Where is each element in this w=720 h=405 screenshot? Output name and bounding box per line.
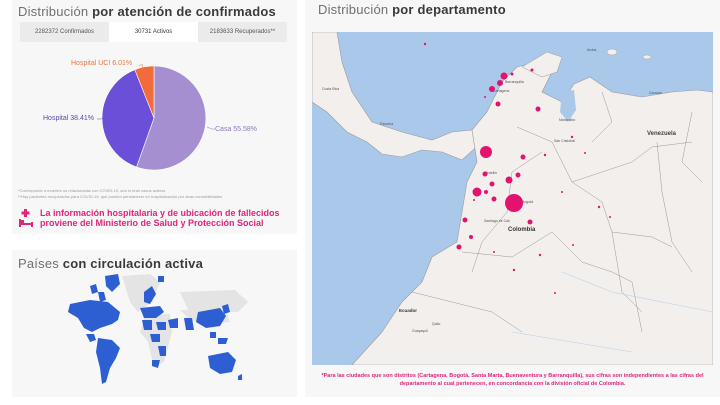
- svg-text:Maracaibo: Maracaibo: [559, 118, 575, 122]
- hospital-bed-icon: [19, 209, 33, 227]
- svg-text:Aruba: Aruba: [587, 48, 596, 52]
- svg-text:San Cristóbal: San Cristóbal: [554, 139, 575, 143]
- title-light: Distribución: [318, 2, 393, 17]
- colombia-map[interactable]: Venezuela Colombia Ecuador Medellín Bogo…: [312, 32, 713, 365]
- slice-hospital[interactable]: [101, 69, 155, 168]
- svg-text:Santiago de Cali: Santiago de Cali: [484, 219, 510, 223]
- svg-text:Caracas: Caracas: [649, 91, 662, 95]
- notice-line-1: La información hospitalaria y de ubicaci…: [40, 208, 280, 218]
- svg-text:Panamá: Panamá: [380, 122, 393, 126]
- title-bold: por departamento: [392, 2, 506, 17]
- tab-activos[interactable]: 30731 Activos: [109, 22, 198, 42]
- label-hospital: Hospital 38.41%: [43, 115, 94, 122]
- circulation-title: Países con circulación activa: [18, 256, 203, 271]
- world-map[interactable]: [60, 272, 250, 392]
- tab-confirmados[interactable]: 2282372 Confirmados: [34, 29, 95, 35]
- pie-chart: [97, 63, 215, 171]
- department-title: Distribución por departamento: [318, 2, 506, 17]
- notice-line-2: proviene del Ministerio de Salud y Prote…: [40, 218, 264, 228]
- case-dots[interactable]: [423, 42, 611, 294]
- title-bold: por atención de confirmados: [92, 4, 276, 19]
- svg-text:Cartagena: Cartagena: [493, 89, 509, 93]
- svg-text:Quito: Quito: [432, 322, 440, 326]
- status-tabs: 2282372 Confirmados 30731 Activos 218363…: [20, 22, 287, 42]
- map-canvas[interactable]: Venezuela Colombia Ecuador Medellín Bogo…: [312, 32, 713, 365]
- title-light: Distribución: [18, 4, 93, 19]
- title-light: Países: [18, 256, 63, 271]
- title-bold: con circulación activa: [62, 256, 203, 271]
- label-colombia: Colombia: [508, 227, 536, 233]
- footnote-2: **Hay pacientes recuperados para COVID-1…: [18, 194, 223, 199]
- districts-note: *Para las ciudades que son distritos (Ca…: [321, 373, 704, 387]
- data-source-notice: La información hospitalaria y de ubicaci…: [18, 208, 280, 228]
- svg-text:Guayaquil: Guayaquil: [412, 329, 428, 333]
- svg-text:Barranquilla: Barranquilla: [505, 80, 524, 84]
- svg-text:Medellín: Medellín: [484, 171, 497, 175]
- tab-recuperados[interactable]: 2183633 Recuperados**: [209, 29, 276, 35]
- label-ecuador: Ecuador: [399, 308, 417, 313]
- label-venezuela: Venezuela: [647, 131, 677, 137]
- svg-text:Bogotá: Bogotá: [522, 200, 533, 204]
- slice-hospital-uci[interactable]: [134, 65, 155, 119]
- slice-casa[interactable]: [136, 65, 207, 171]
- label-hospital-uci: Hospital UCI 6.01%: [71, 60, 133, 67]
- svg-text:Costa Rica: Costa Rica: [322, 87, 339, 91]
- attention-title: Distribución por atención de confirmados: [18, 4, 276, 19]
- footnote-1: *Corresponde a muertes no relacionadas c…: [18, 188, 166, 193]
- label-casa: Casa 55.58%: [215, 126, 258, 133]
